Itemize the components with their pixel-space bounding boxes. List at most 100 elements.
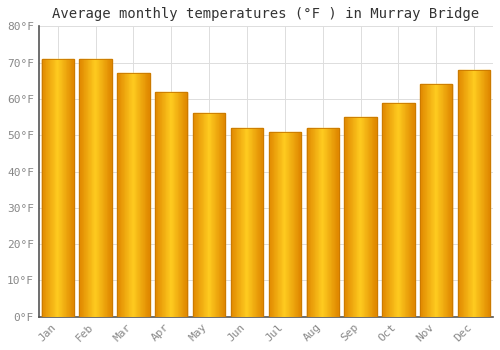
Bar [104,59,105,317]
Bar [138,74,139,317]
Bar [174,92,176,317]
Bar [181,92,182,317]
Bar [310,128,312,317]
Bar [248,128,250,317]
Bar [221,113,222,317]
Bar [242,128,243,317]
Bar [194,113,196,317]
Bar [73,59,74,317]
Bar [50,59,51,317]
Bar [421,84,422,317]
Bar [351,117,352,317]
Bar [198,113,200,317]
Bar [223,113,224,317]
Bar [204,113,205,317]
Bar [232,128,234,317]
Bar [142,74,143,317]
Bar [48,59,49,317]
Bar [392,103,393,317]
Bar [148,74,150,317]
Bar [426,84,428,317]
Title: Average monthly temperatures (°F ) in Murray Bridge: Average monthly temperatures (°F ) in Mu… [52,7,480,21]
Bar [397,103,398,317]
Bar [432,84,433,317]
Bar [80,59,112,317]
Bar [219,113,220,317]
Bar [388,103,389,317]
Bar [463,70,464,317]
Bar [332,128,333,317]
Bar [328,128,329,317]
Bar [269,132,270,317]
Bar [193,113,225,317]
Bar [325,128,326,317]
Bar [106,59,107,317]
Bar [296,132,297,317]
Bar [374,117,375,317]
Bar [344,117,376,317]
Bar [176,92,177,317]
Bar [405,103,406,317]
Bar [165,92,166,317]
Bar [135,74,136,317]
Bar [467,70,468,317]
Bar [290,132,292,317]
Bar [412,103,413,317]
Bar [105,59,106,317]
Bar [430,84,432,317]
Bar [70,59,72,317]
Bar [277,132,278,317]
Bar [97,59,98,317]
Bar [275,132,276,317]
Bar [306,128,339,317]
Bar [239,128,240,317]
Bar [157,92,158,317]
Bar [215,113,216,317]
Bar [273,132,274,317]
Bar [300,132,301,317]
Bar [134,74,135,317]
Bar [132,74,134,317]
Bar [158,92,159,317]
Bar [127,74,128,317]
Bar [276,132,277,317]
Bar [146,74,147,317]
Bar [155,92,156,317]
Bar [238,128,239,317]
Bar [330,128,331,317]
Bar [370,117,371,317]
Bar [429,84,430,317]
Bar [451,84,452,317]
Bar [420,84,421,317]
Bar [460,70,462,317]
Bar [387,103,388,317]
Bar [322,128,324,317]
Bar [222,113,223,317]
Bar [91,59,92,317]
Bar [487,70,488,317]
Bar [395,103,396,317]
Bar [144,74,146,317]
Bar [95,59,96,317]
Bar [313,128,314,317]
Bar [224,113,225,317]
Bar [172,92,173,317]
Bar [293,132,294,317]
Bar [52,59,53,317]
Bar [284,132,285,317]
Bar [480,70,482,317]
Bar [354,117,355,317]
Bar [321,128,322,317]
Bar [92,59,93,317]
Bar [251,128,252,317]
Bar [258,128,259,317]
Bar [348,117,350,317]
Bar [98,59,99,317]
Bar [234,128,235,317]
Bar [372,117,374,317]
Bar [320,128,321,317]
Bar [425,84,426,317]
Bar [254,128,255,317]
Bar [118,74,119,317]
Bar [143,74,144,317]
